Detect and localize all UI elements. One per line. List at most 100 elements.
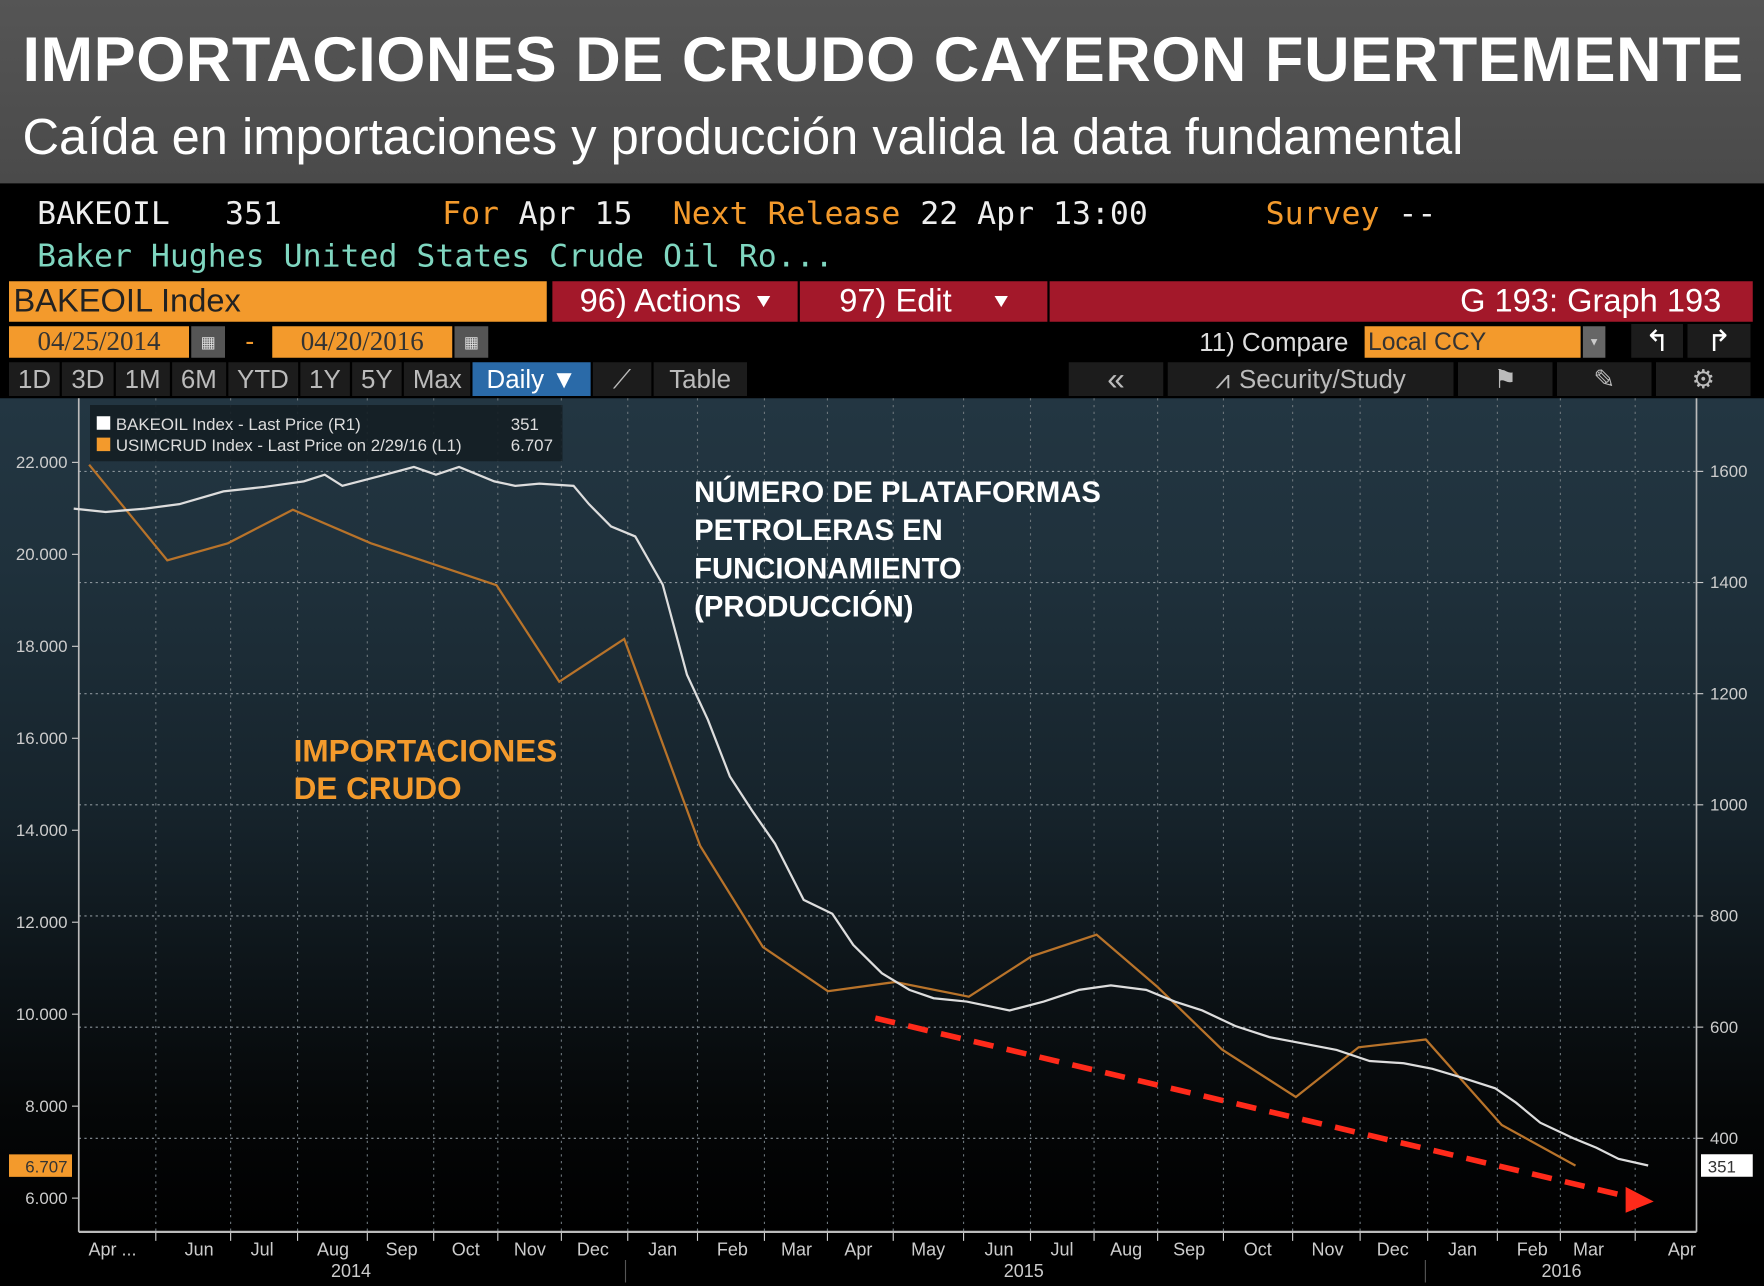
survey-value: -- bbox=[1398, 194, 1437, 232]
left-tick-label: 12.000 bbox=[16, 913, 68, 932]
flag-icon[interactable]: ⚑ bbox=[1458, 362, 1553, 396]
for-value: Apr 15 bbox=[518, 194, 633, 232]
x-tick-label: Mar bbox=[1573, 1240, 1604, 1260]
right-tick-label: 400 bbox=[1710, 1129, 1738, 1148]
x-tick-label: Jun bbox=[984, 1240, 1013, 1260]
line-chart-icon[interactable]: ⟋ bbox=[592, 362, 652, 396]
next-release-value: 22 Apr 13:00 bbox=[920, 194, 1148, 232]
calendar-icon[interactable]: ▦ bbox=[454, 326, 489, 358]
rigs-series-line bbox=[73, 465, 1649, 1167]
security-field-text: BAKEOIL Index bbox=[13, 282, 241, 319]
graph-title-text: G 193: Graph 193 bbox=[1460, 282, 1722, 319]
x-tick-label: Jul bbox=[251, 1240, 274, 1260]
compare-label[interactable]: 11) Compare bbox=[1199, 327, 1349, 357]
last-value-tag-left bbox=[9, 1154, 72, 1177]
rigs-annotation: NÚMERO DE PLATAFORMAS PETROLERAS EN FUNC… bbox=[694, 475, 1101, 624]
end-date-input[interactable]: 04/20/2016 bbox=[272, 326, 453, 358]
x-tick-label: Nov bbox=[514, 1240, 546, 1260]
annotation-line: (PRODUCCIÓN) bbox=[694, 590, 913, 624]
tab-max[interactable]: Max bbox=[403, 362, 471, 396]
year-label: 2016 bbox=[1541, 1261, 1581, 1281]
security-study-button[interactable]: ⩘ Security/Study bbox=[1167, 362, 1454, 396]
x-tick-label: Mar bbox=[781, 1240, 812, 1260]
x-tick-label: May bbox=[911, 1240, 945, 1260]
graph-title: G 193: Graph 193 bbox=[1049, 281, 1753, 322]
imports-annotation: IMPORTACIONES DE CRUDO bbox=[294, 733, 558, 806]
tab-1m[interactable]: 1M bbox=[115, 362, 170, 396]
x-tick-label: Jan bbox=[1448, 1240, 1477, 1260]
year-label: 2014 bbox=[331, 1261, 371, 1281]
security-description: Baker Hughes United States Crude Oil Ro.… bbox=[37, 237, 834, 275]
annotation-line: DE CRUDO bbox=[294, 770, 462, 806]
x-tick-label: Apr ... bbox=[88, 1240, 136, 1260]
legend-label-bakeoil: BAKEOIL Index - Last Price (R1) bbox=[116, 415, 361, 434]
imports-series-line bbox=[88, 463, 1577, 1167]
legend-label-usimcrud: USIMCRUD Index - Last Price on 2/29/16 (… bbox=[116, 436, 462, 455]
left-tick-label: 22.000 bbox=[16, 453, 68, 472]
security-field[interactable]: BAKEOIL Index bbox=[9, 281, 547, 322]
currency-dropdown-icon[interactable]: ▼ bbox=[1582, 326, 1606, 358]
right-tick-label: 800 bbox=[1710, 907, 1738, 926]
tab-1d[interactable]: 1D bbox=[9, 362, 61, 396]
actions-button[interactable]: 96) Actions bbox=[552, 281, 798, 322]
tab-1y[interactable]: 1Y bbox=[300, 362, 350, 396]
edit-label: 97) Edit bbox=[839, 282, 952, 319]
x-tick-label: Aug bbox=[317, 1240, 349, 1260]
annotation-line: NÚMERO DE PLATAFORMAS bbox=[694, 475, 1101, 509]
x-tick-label: Jan bbox=[648, 1240, 677, 1260]
left-tick-label: 16.000 bbox=[16, 729, 68, 748]
study-icon: ⩘ bbox=[1215, 363, 1231, 394]
currency-select[interactable]: Local CCY bbox=[1364, 326, 1581, 358]
left-tick-label: 14.000 bbox=[16, 821, 68, 840]
last-value: 351 bbox=[225, 194, 282, 232]
last-value-tag-right-text: 351 bbox=[1708, 1157, 1736, 1176]
last-value-tag-left-text: 6.707 bbox=[25, 1157, 67, 1176]
x-tick-label: Aug bbox=[1110, 1240, 1142, 1260]
frequency-dropdown[interactable]: Daily ▼ bbox=[473, 362, 591, 396]
page-subtitle: Caída en importaciones y producción vali… bbox=[22, 108, 1464, 166]
year-label: 2015 bbox=[1004, 1261, 1044, 1281]
tab-5y[interactable]: 5Y bbox=[351, 362, 402, 396]
calendar-icon[interactable]: ▦ bbox=[191, 326, 225, 358]
tab-ytd[interactable]: YTD bbox=[228, 362, 298, 396]
legend-value-bakeoil: 351 bbox=[511, 415, 539, 434]
table-button[interactable]: Table bbox=[653, 362, 747, 396]
x-tick-label: Apr bbox=[844, 1240, 872, 1260]
x-tick-label: Feb bbox=[717, 1240, 748, 1260]
start-date-input[interactable]: 04/25/2014 bbox=[9, 326, 189, 358]
x-tick-label: Sep bbox=[386, 1240, 418, 1260]
left-tick-label: 10.000 bbox=[16, 1005, 68, 1024]
last-value-tag-right bbox=[1701, 1154, 1753, 1177]
x-tick-label: Sep bbox=[1173, 1240, 1205, 1260]
right-tick-label: 1200 bbox=[1710, 684, 1748, 703]
left-tick-label: 6.000 bbox=[25, 1189, 67, 1208]
security-study-label: Security/Study bbox=[1239, 363, 1406, 394]
x-tick-label: Dec bbox=[1377, 1240, 1409, 1260]
collapse-button[interactable]: « bbox=[1068, 361, 1164, 396]
ticker: BAKEOIL bbox=[37, 194, 170, 232]
legend-swatch-bakeoil bbox=[96, 416, 111, 430]
x-tick-label: Oct bbox=[1244, 1240, 1272, 1260]
left-tick-label: 18.000 bbox=[16, 637, 68, 656]
arrow-head-icon bbox=[1625, 1186, 1654, 1213]
annotation-line: IMPORTACIONES bbox=[294, 733, 558, 769]
x-tick-label: Oct bbox=[452, 1240, 480, 1260]
trend-arrow-line bbox=[874, 1015, 1621, 1198]
right-tick-label: 1600 bbox=[1710, 462, 1748, 481]
x-tick-label: Dec bbox=[577, 1240, 609, 1260]
trend-arrow bbox=[874, 1015, 1654, 1213]
annotate-icon[interactable]: ✎ bbox=[1557, 362, 1652, 396]
edit-button[interactable]: 97) Edit bbox=[799, 281, 1048, 322]
x-tick-label: Apr bbox=[1668, 1240, 1696, 1260]
undo-icon[interactable]: ↰ bbox=[1631, 324, 1683, 358]
left-tick-label: 20.000 bbox=[16, 545, 68, 564]
x-tick-label: Jul bbox=[1050, 1240, 1073, 1260]
left-tick-label: 8.000 bbox=[25, 1097, 67, 1116]
tab-6m[interactable]: 6M bbox=[171, 362, 226, 396]
gear-icon[interactable]: ⚙ bbox=[1656, 362, 1751, 396]
tab-3d[interactable]: 3D bbox=[62, 362, 114, 396]
annotation-line: FUNCIONAMIENTO bbox=[694, 553, 962, 585]
right-tick-label: 1000 bbox=[1710, 795, 1748, 814]
next-release-label: Next Release bbox=[672, 194, 901, 232]
redo-icon[interactable]: ↱ bbox=[1687, 324, 1751, 358]
